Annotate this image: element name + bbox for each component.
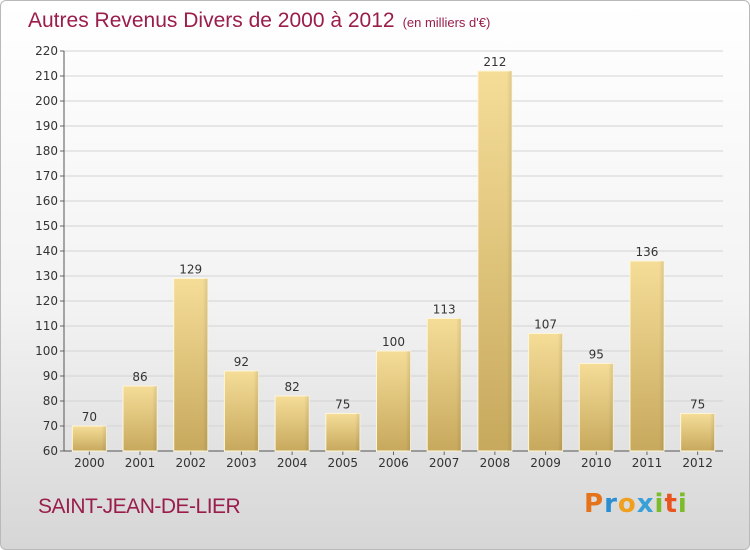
- x-tick-label: 2000: [74, 456, 105, 470]
- x-tick-label: 2008: [480, 456, 511, 470]
- bar-2004: [274, 395, 310, 452]
- y-tick-label: 160: [35, 194, 58, 208]
- logo-letter: i: [654, 489, 665, 519]
- y-tick-label: 90: [43, 369, 58, 383]
- logo-letter: x: [636, 489, 655, 519]
- data-label: 212: [483, 55, 506, 69]
- bar-2008: [477, 70, 513, 452]
- bar-shade-2003: [253, 371, 259, 451]
- x-tick-label: 2011: [632, 456, 663, 470]
- bar-2001: [122, 385, 158, 452]
- bar-2010: [578, 363, 614, 452]
- title-main: Autres Revenus Divers de 2000 à 2012: [28, 9, 395, 32]
- data-label: 70: [82, 410, 97, 424]
- data-label: 75: [335, 398, 350, 412]
- data-label: 129: [179, 263, 202, 277]
- data-label: 136: [636, 245, 659, 259]
- x-tick-label: 2003: [226, 456, 257, 470]
- bar-shade-2005: [354, 413, 360, 451]
- bar-shade-2001: [152, 386, 158, 451]
- x-tick-label: 2010: [581, 456, 612, 470]
- x-tick-label: 2002: [175, 456, 206, 470]
- bar-2000: [71, 425, 107, 452]
- logo-letter: t: [664, 489, 678, 519]
- y-tick-label: 130: [35, 269, 58, 283]
- data-label: 95: [589, 348, 604, 362]
- y-tick-label: 170: [35, 169, 58, 183]
- bar-2003: [223, 370, 259, 452]
- bar-shade-2008: [506, 71, 512, 451]
- logo-letter: P: [584, 489, 605, 519]
- data-label: 113: [433, 303, 456, 317]
- x-tick-label: 2009: [530, 456, 561, 470]
- data-label: 100: [382, 335, 405, 349]
- bar-2009: [528, 333, 564, 452]
- bar-2002: [173, 278, 209, 452]
- data-label: 92: [234, 355, 249, 369]
- y-tick-label: 60: [43, 444, 58, 458]
- y-tick-label: 70: [43, 419, 58, 433]
- bar-shade-2007: [456, 318, 462, 451]
- logo-letter: o: [617, 489, 637, 519]
- x-tick-label: 2001: [125, 456, 156, 470]
- y-tick-label: 80: [43, 394, 58, 408]
- place-name: SAINT-JEAN-DE-LIER: [38, 495, 241, 518]
- y-tick-label: 200: [35, 94, 58, 108]
- y-tick-label: 190: [35, 119, 58, 133]
- x-tick-label: 2007: [429, 456, 460, 470]
- y-tick-label: 140: [35, 244, 58, 258]
- data-label: 107: [534, 318, 557, 332]
- x-tick-label: 2012: [682, 456, 713, 470]
- bar-2012: [680, 413, 716, 452]
- proxiti-logo: Proxiti: [584, 489, 688, 519]
- data-label: 75: [690, 398, 705, 412]
- title-unit: (en milliers d'€): [402, 15, 491, 30]
- logo-letter: r: [604, 489, 618, 519]
- bar-shade-2006: [405, 351, 411, 451]
- y-tick-label: 220: [35, 44, 58, 58]
- logo-letter: i: [677, 489, 688, 519]
- y-tick-label: 180: [35, 144, 58, 158]
- bar-shade-2004: [304, 396, 310, 451]
- y-tick-label: 110: [35, 319, 58, 333]
- y-tick-label: 100: [35, 344, 58, 358]
- y-tick-label: 120: [35, 294, 58, 308]
- bar-2007: [426, 318, 462, 452]
- bar-shade-2009: [557, 333, 563, 451]
- y-tick-label: 210: [35, 69, 58, 83]
- bar-2011: [629, 260, 665, 452]
- bar-shade-2012: [709, 413, 715, 451]
- bar-shade-2010: [608, 363, 614, 451]
- x-tick-label: 2006: [378, 456, 409, 470]
- y-tick-label: 150: [35, 219, 58, 233]
- bar-shade-2000: [101, 426, 107, 451]
- x-tick-label: 2005: [328, 456, 359, 470]
- chart-title: Autres Revenus Divers de 2000 à 2012 (en …: [28, 9, 490, 33]
- data-label: 86: [132, 370, 147, 384]
- bar-2005: [325, 413, 361, 452]
- x-tick-label: 2004: [277, 456, 308, 470]
- data-label: 82: [284, 380, 299, 394]
- bar-shade-2011: [658, 261, 664, 451]
- bar-shade-2002: [202, 278, 208, 451]
- bar-2006: [376, 350, 411, 452]
